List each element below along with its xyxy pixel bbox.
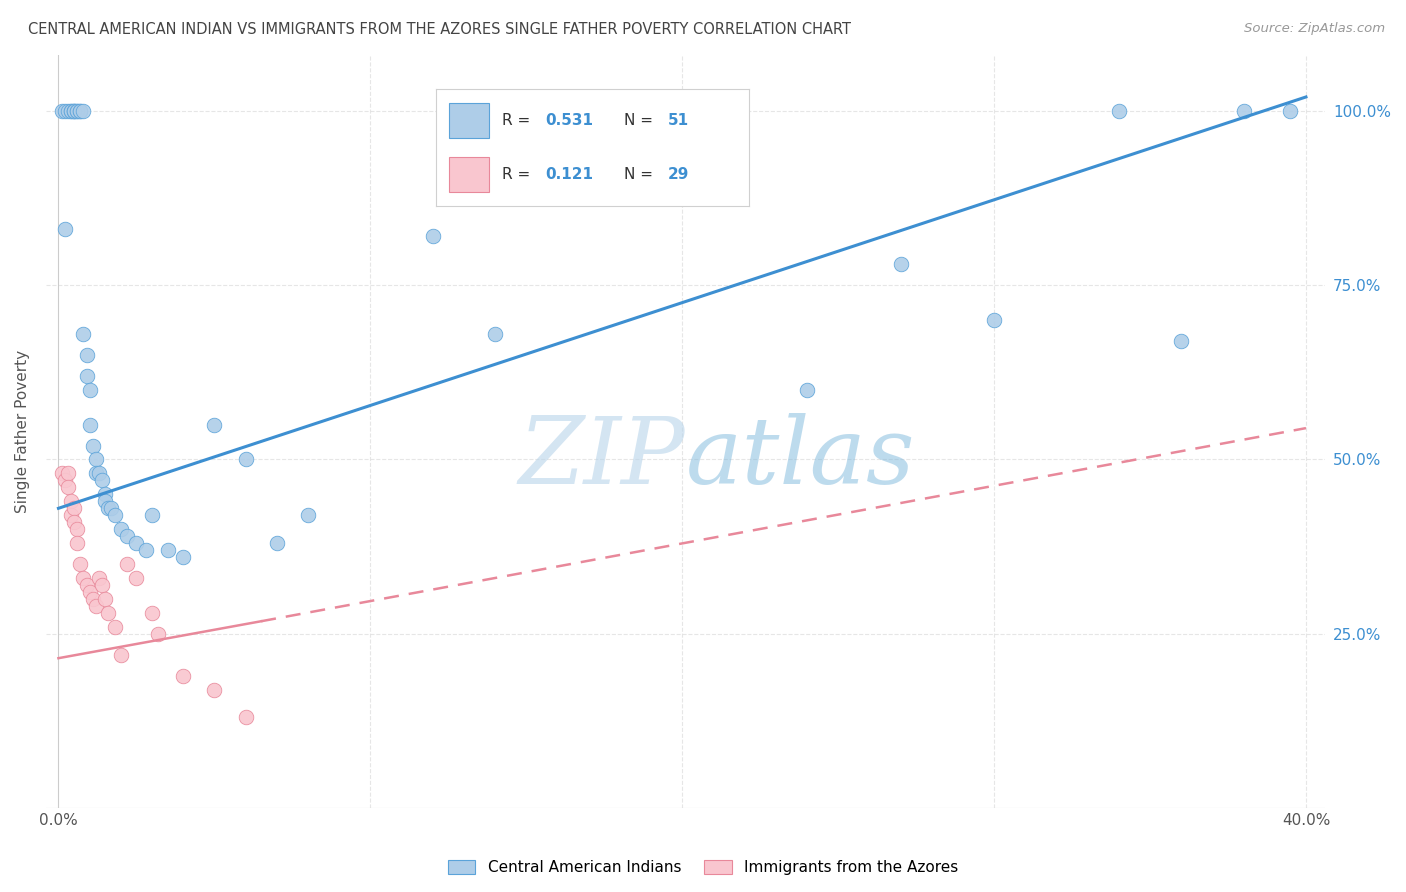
Point [53, 103, 76, 118]
Point [53, 474, 76, 488]
Point [135, 543, 157, 558]
Point [72, 326, 94, 341]
Point [125, 536, 148, 550]
Point [79, 585, 101, 599]
Point [69, 103, 91, 118]
Point [97, 606, 120, 620]
Point [110, 522, 132, 536]
Point [484, 326, 506, 341]
Point [59, 103, 82, 118]
Text: Source: ZipAtlas.com: Source: ZipAtlas.com [1244, 22, 1385, 36]
Point [56, 480, 79, 494]
Point [66, 536, 89, 550]
Point [1170, 334, 1192, 348]
Point [79, 417, 101, 432]
Point [172, 550, 194, 565]
Point [72, 571, 94, 585]
Point [51, 467, 73, 481]
Point [63, 103, 86, 118]
Point [91, 578, 114, 592]
Point [422, 229, 444, 244]
Point [56, 103, 79, 118]
Point [103, 508, 125, 523]
Point [141, 606, 163, 620]
Point [82, 591, 104, 606]
Y-axis label: Single Father Poverty: Single Father Poverty [15, 350, 30, 513]
Point [796, 383, 818, 397]
Point [100, 501, 122, 516]
Point [889, 257, 911, 271]
Point [76, 368, 98, 383]
Point [76, 578, 98, 592]
Point [1108, 103, 1130, 118]
Point [172, 668, 194, 682]
Point [69, 557, 91, 571]
Point [156, 543, 179, 558]
Point [59, 508, 82, 523]
Point [72, 103, 94, 118]
Point [97, 501, 120, 516]
Point [1232, 103, 1254, 118]
Point [91, 474, 114, 488]
Point [63, 515, 86, 529]
Point [640, 103, 662, 118]
Point [148, 627, 170, 641]
Point [103, 620, 125, 634]
Point [235, 452, 257, 467]
Point [235, 710, 257, 724]
Point [94, 487, 117, 501]
Point [115, 529, 138, 543]
Point [125, 571, 148, 585]
Point [66, 103, 89, 118]
Point [79, 383, 101, 397]
Point [66, 522, 89, 536]
Point [94, 494, 117, 508]
Point [87, 467, 110, 481]
Point [82, 438, 104, 452]
Point [84, 452, 107, 467]
Point [87, 571, 110, 585]
Point [546, 103, 568, 118]
Point [63, 501, 86, 516]
Point [59, 494, 82, 508]
Point [51, 103, 73, 118]
Point [84, 599, 107, 613]
Point [202, 682, 225, 697]
Point [84, 467, 107, 481]
Point [266, 536, 288, 550]
Point [202, 417, 225, 432]
Point [76, 348, 98, 362]
Point [1279, 103, 1302, 118]
Legend: Central American Indians, Immigrants from the Azores: Central American Indians, Immigrants fro… [443, 855, 963, 880]
Point [94, 591, 117, 606]
Point [141, 508, 163, 523]
Point [66, 103, 89, 118]
Point [110, 648, 132, 662]
Point [69, 103, 91, 118]
Point [297, 508, 319, 523]
Text: CENTRAL AMERICAN INDIAN VS IMMIGRANTS FROM THE AZORES SINGLE FATHER POVERTY CORR: CENTRAL AMERICAN INDIAN VS IMMIGRANTS FR… [28, 22, 851, 37]
Point [983, 313, 1005, 327]
Point [59, 103, 82, 118]
Point [115, 557, 138, 571]
Text: ZIP: ZIP [519, 413, 685, 503]
Text: atlas: atlas [685, 413, 915, 503]
Point [63, 103, 86, 118]
Point [63, 103, 86, 118]
Point [53, 222, 76, 236]
Point [56, 467, 79, 481]
